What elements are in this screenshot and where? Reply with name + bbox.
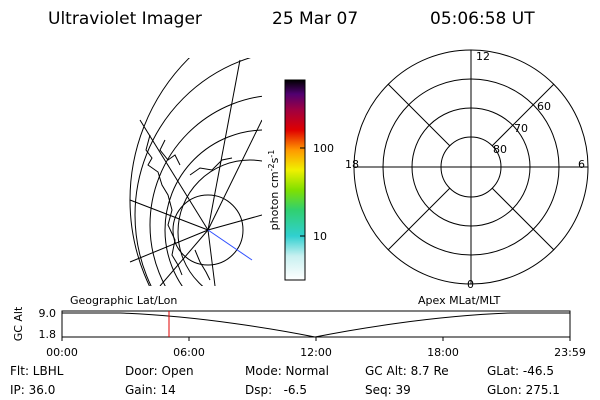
colorbar-tick-label: 10 <box>313 230 327 243</box>
polar-plot <box>353 49 589 285</box>
x-tick-label: 12:00 <box>300 346 332 359</box>
polar-label: 18 <box>345 158 359 171</box>
colorbar <box>284 79 306 281</box>
y-tick-label: 9.0 <box>39 307 57 320</box>
title: Ultraviolet Imager <box>48 9 202 29</box>
exponent: -2 <box>267 163 276 171</box>
map <box>129 58 262 286</box>
y-tick-label: 1.8 <box>39 328 57 341</box>
ring-label: 80 <box>493 143 507 156</box>
polar-label: 6 <box>578 158 585 171</box>
y-label: GC Alt <box>12 306 25 341</box>
status-field: Flt: LBHL <box>10 364 64 378</box>
date: 25 Mar 07 <box>272 9 358 29</box>
status-field: GC Alt: 8.7 Re <box>365 364 449 378</box>
colorbar-tick-label: 100 <box>313 142 334 155</box>
timeline-title: Apex MLat/MLT <box>418 294 501 307</box>
status-field: Mode: Normal <box>245 364 329 378</box>
altitude-curve <box>62 312 570 338</box>
status-field: Dsp: -6.5 <box>245 383 307 397</box>
unit: s <box>268 157 281 163</box>
x-tick-label: 00:00 <box>46 346 78 359</box>
status-field: Seq: 39 <box>365 383 411 397</box>
ring-label: 60 <box>537 100 551 113</box>
timeline-title: Geographic Lat/Lon <box>70 294 177 307</box>
status-field: IP: 36.0 <box>10 383 55 397</box>
colorbar-label: photon cm-2s-1 <box>267 150 281 231</box>
ring-label: 70 <box>514 122 528 135</box>
timeline-box <box>61 310 571 338</box>
x-tick-label: 18:00 <box>427 346 459 359</box>
unit: photon cm <box>268 171 281 230</box>
polar-label: 0 <box>467 278 474 291</box>
status-field: GLon: 275.1 <box>487 383 560 397</box>
exponent: -1 <box>267 150 276 158</box>
status-field: Gain: 14 <box>125 383 176 397</box>
status-field: Door: Open <box>125 364 194 378</box>
time: 05:06:58 UT <box>430 9 535 29</box>
x-tick-label: 23:59 <box>554 346 586 359</box>
polar-label: 12 <box>476 50 490 63</box>
x-tick-label: 06:00 <box>173 346 205 359</box>
status-field: GLat: -46.5 <box>487 364 554 378</box>
